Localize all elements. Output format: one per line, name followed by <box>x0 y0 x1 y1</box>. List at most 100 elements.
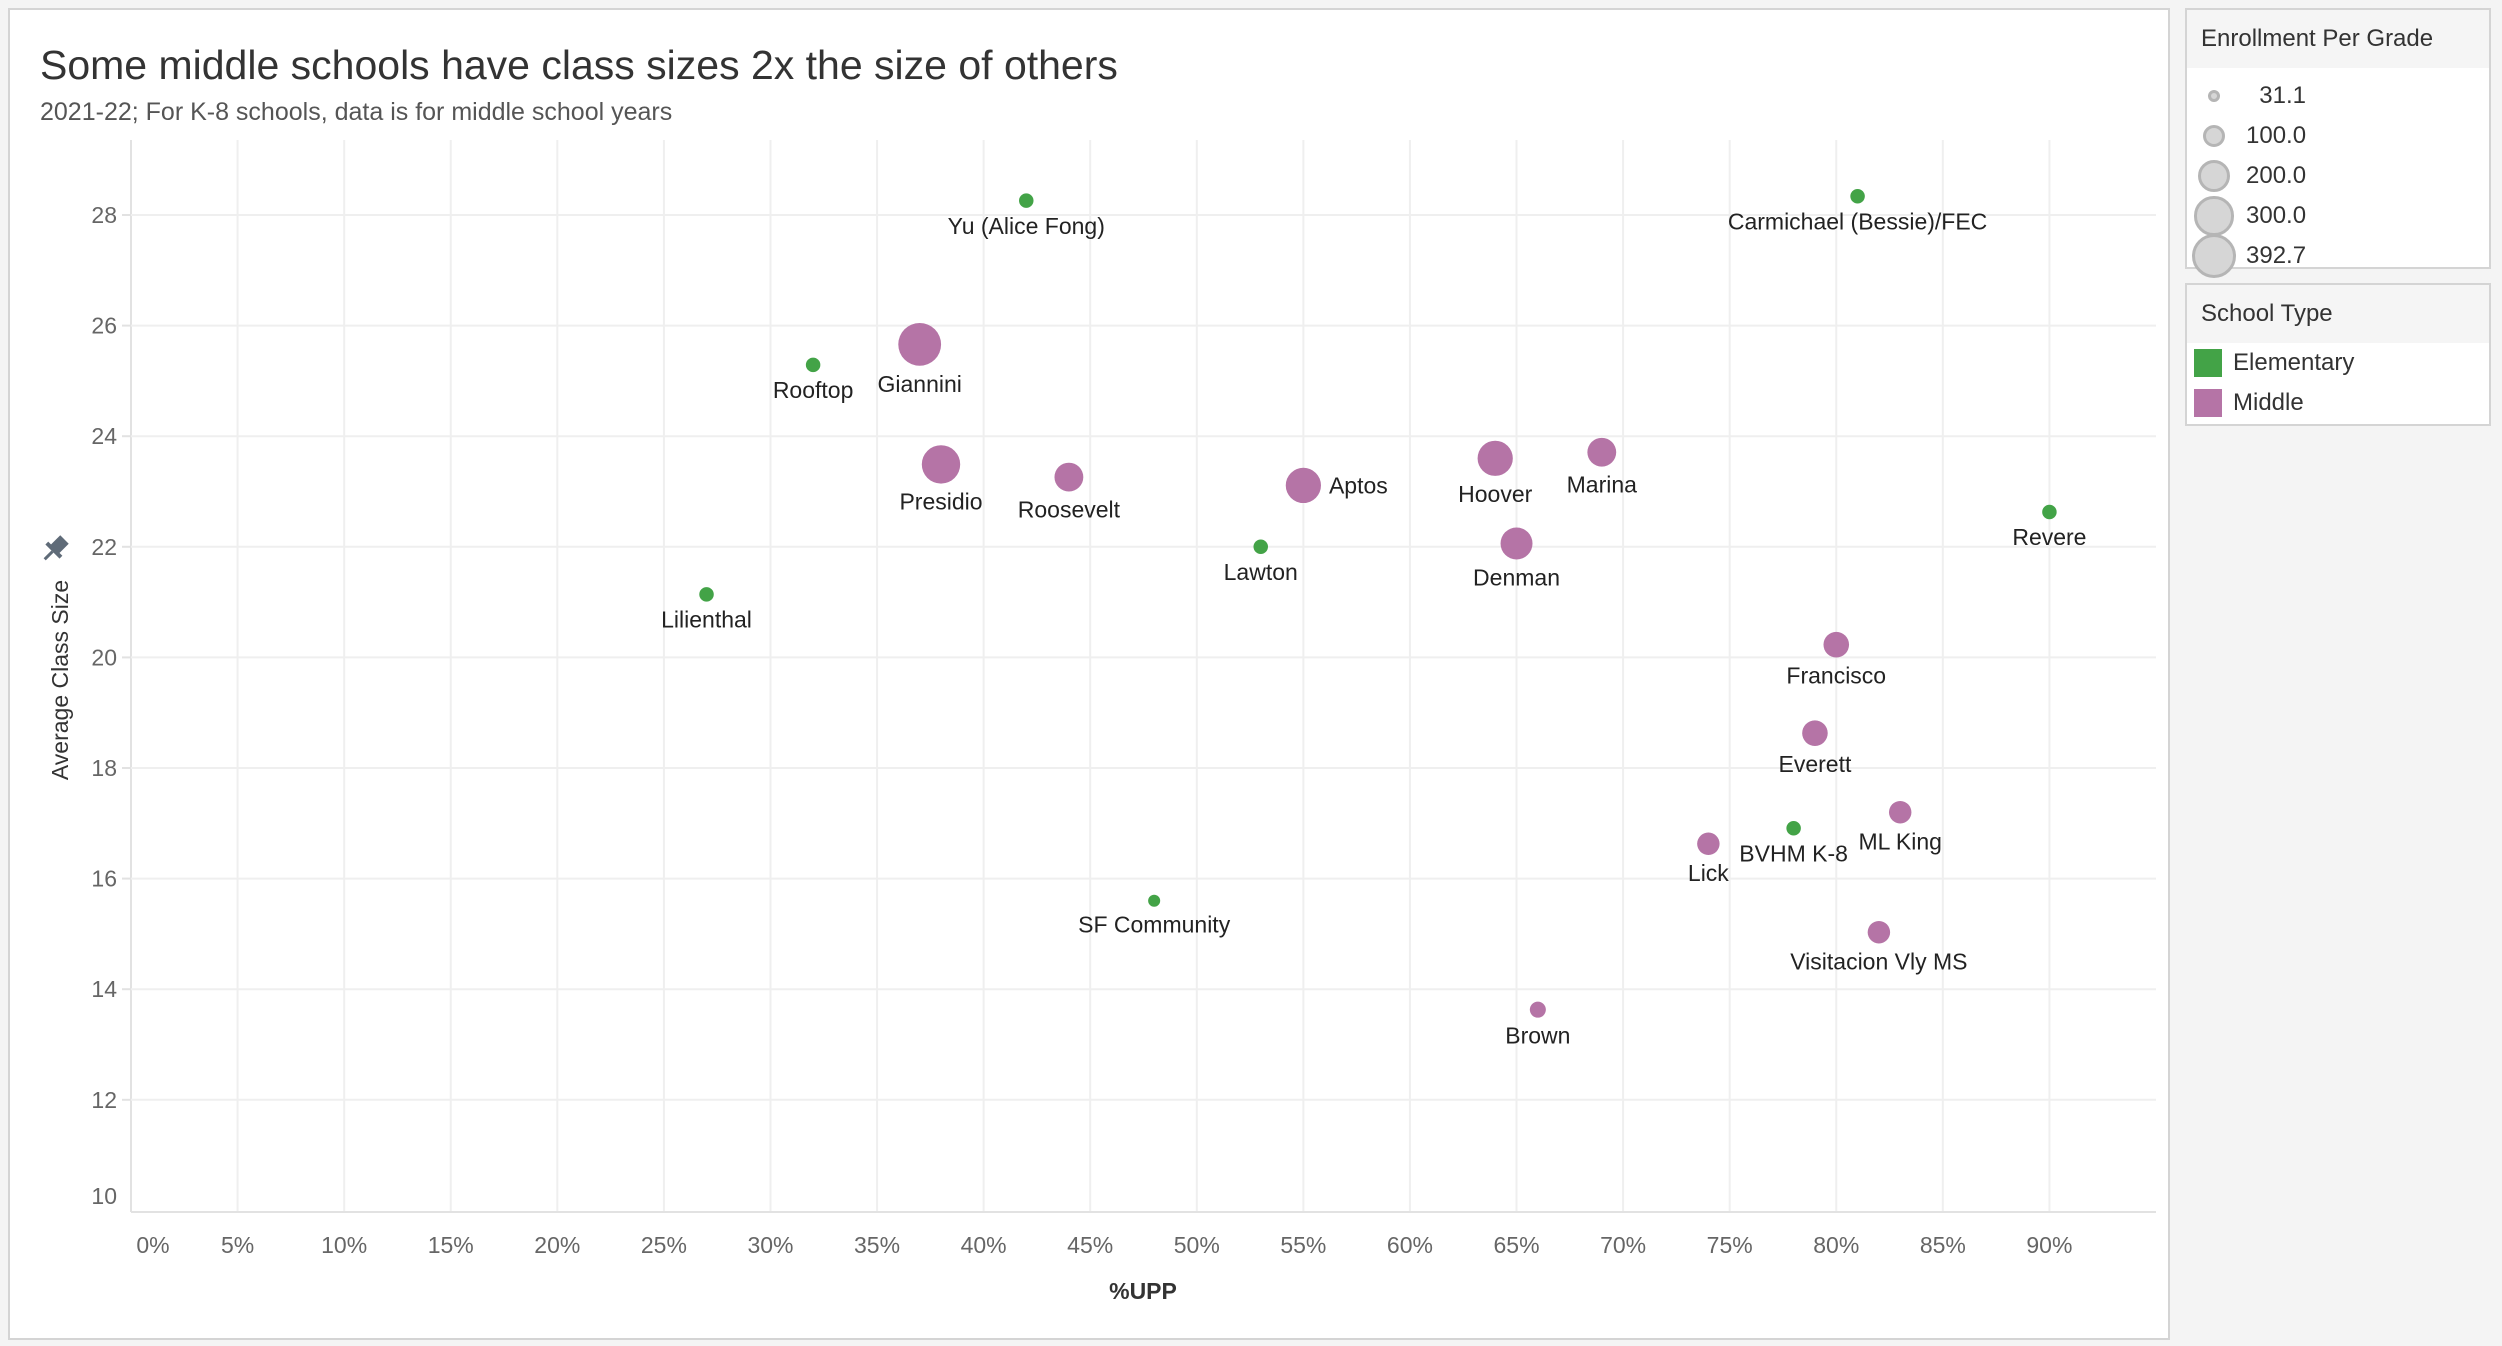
data-point[interactable] <box>1888 801 1912 824</box>
gridlines <box>122 140 2156 1213</box>
label-bvhm-k-8: BVHM K-8 <box>1739 841 1848 867</box>
data-point[interactable] <box>1850 188 1865 204</box>
data-point[interactable] <box>1477 440 1513 476</box>
x-tick-label: 50% <box>1174 1232 1220 1258</box>
chart-title: Some middle schools have class sizes 2x … <box>40 42 1118 88</box>
data-point[interactable] <box>921 445 961 484</box>
pin-icon[interactable] <box>38 532 72 566</box>
legend-label: Middle <box>2233 389 2304 416</box>
y-tick-label: 10 <box>91 1183 117 1209</box>
data-point[interactable] <box>1500 527 1533 560</box>
label-everett: Everett <box>1779 751 1852 777</box>
x-tick-label: 75% <box>1707 1232 1753 1258</box>
data-point[interactable] <box>1285 467 1321 504</box>
elementary-swatch <box>2194 349 2222 377</box>
size-circle-icon <box>2197 159 2231 193</box>
data-point[interactable] <box>1697 832 1720 855</box>
size-legend-item[interactable]: 100.0 <box>2187 116 2489 156</box>
color-legend[interactable]: School Type Elementary Middle <box>2185 283 2491 426</box>
size-legend-item[interactable]: 300.0 <box>2187 196 2489 236</box>
x-tick-label: 0% <box>136 1232 169 1258</box>
data-point[interactable] <box>898 323 942 366</box>
y-tick-label: 18 <box>91 755 117 781</box>
y-tick-label: 16 <box>91 866 117 892</box>
size-legend-label: 300.0 <box>2246 202 2307 229</box>
size-legend-item[interactable]: 200.0 <box>2187 156 2489 196</box>
size-legend-label: 31.1 <box>2259 82 2306 109</box>
data-point[interactable] <box>1253 539 1268 555</box>
middle-swatch <box>2194 389 2222 417</box>
size-circle-icon <box>2202 124 2226 148</box>
color-legend-title: School Type <box>2187 285 2489 343</box>
label-yu-alice-fong: Yu (Alice Fong) <box>948 213 1105 239</box>
label-hoover: Hoover <box>1458 481 1532 507</box>
x-axis-title: %UPP <box>1109 1278 1177 1304</box>
data-point[interactable] <box>1587 437 1617 467</box>
data-points <box>699 188 2057 1018</box>
data-point[interactable] <box>1802 720 1828 746</box>
data-labels: Yu (Alice Fong) Carmichael (Bessie)/FEC Ro… <box>661 208 2086 1048</box>
x-tick-label: 90% <box>2026 1232 2072 1258</box>
data-point[interactable] <box>2042 504 2057 520</box>
size-legend-item[interactable]: 392.7 <box>2187 233 2489 279</box>
data-point[interactable] <box>699 587 714 602</box>
x-tick-label: 20% <box>534 1232 580 1258</box>
y-tick-label: 20 <box>91 644 117 670</box>
label-ml-king: ML King <box>1858 828 1942 854</box>
data-point[interactable] <box>1054 462 1084 492</box>
size-circle-icon <box>2207 89 2221 103</box>
x-tick-label: 35% <box>854 1232 900 1258</box>
size-circle-icon <box>2194 196 2234 236</box>
x-tick-label: 30% <box>747 1232 793 1258</box>
x-tick-label: 10% <box>321 1232 367 1258</box>
label-denman: Denman <box>1473 564 1560 590</box>
y-axis-title: Average Class Size <box>47 580 73 780</box>
data-point[interactable] <box>805 357 821 373</box>
label-presidio: Presidio <box>899 489 982 515</box>
x-tick-label: 70% <box>1600 1232 1646 1258</box>
x-tick-label: 5% <box>221 1232 254 1258</box>
data-point[interactable] <box>1786 821 1801 836</box>
label-lawton: Lawton <box>1224 559 1298 585</box>
x-tick-label: 85% <box>1920 1232 1966 1258</box>
y-tick-label: 12 <box>91 1087 117 1113</box>
label-carmichael-bessie-fec: Carmichael (Bessie)/FEC <box>1728 208 1987 234</box>
label-lick: Lick <box>1688 860 1729 886</box>
x-tick-label: 25% <box>641 1232 687 1258</box>
legend-item-elementary[interactable]: Elementary <box>2187 343 2489 383</box>
label-rooftop: Rooftop <box>773 377 854 403</box>
size-legend-label: 392.7 <box>2246 242 2307 269</box>
x-tick-label: 45% <box>1067 1232 1113 1258</box>
size-legend-title: Enrollment Per Grade <box>2187 10 2489 68</box>
size-legend-label: 200.0 <box>2246 162 2307 189</box>
data-point[interactable] <box>1823 631 1850 658</box>
chart-frame: Some middle schools have class sizes 2x … <box>8 8 2170 1340</box>
label-giannini: Giannini <box>877 371 961 397</box>
x-tick-label: 80% <box>1813 1232 1859 1258</box>
label-francisco: Francisco <box>1786 662 1886 688</box>
size-circle-icon <box>2191 233 2237 279</box>
y-tick-label: 24 <box>91 423 117 449</box>
data-point[interactable] <box>1019 193 1034 208</box>
tick-labels: 0% 5% 10% 15% 20% 25% 30% 35% 40% 45% 50% 55% 60% 65%… <box>91 202 2072 1258</box>
label-visitacion-vly-ms: Visitacion Vly MS <box>1790 948 1967 974</box>
size-legend-item[interactable]: 31.1 <box>2187 76 2489 116</box>
y-tick-label: 22 <box>91 534 117 560</box>
label-lilienthal: Lilienthal <box>661 607 752 633</box>
data-point[interactable] <box>1148 894 1161 907</box>
label-sf-community: SF Community <box>1078 912 1231 938</box>
y-tick-label: 28 <box>91 202 117 228</box>
label-brown: Brown <box>1505 1023 1570 1049</box>
size-legend-label: 100.0 <box>2246 122 2307 149</box>
size-legend[interactable]: Enrollment Per Grade 31.1 100.0 200.0 300.0… <box>2185 8 2491 279</box>
x-tick-label: 60% <box>1387 1232 1433 1258</box>
x-tick-label: 40% <box>961 1232 1007 1258</box>
data-point[interactable] <box>1867 921 1891 944</box>
y-tick-label: 26 <box>91 313 117 339</box>
label-marina: Marina <box>1567 472 1638 498</box>
label-roosevelt: Roosevelt <box>1018 497 1121 523</box>
legend-item-middle[interactable]: Middle <box>2187 383 2489 423</box>
chart-subtitle: 2021-22; For K-8 schools, data is for mi… <box>40 98 673 126</box>
data-point[interactable] <box>1529 1001 1546 1018</box>
